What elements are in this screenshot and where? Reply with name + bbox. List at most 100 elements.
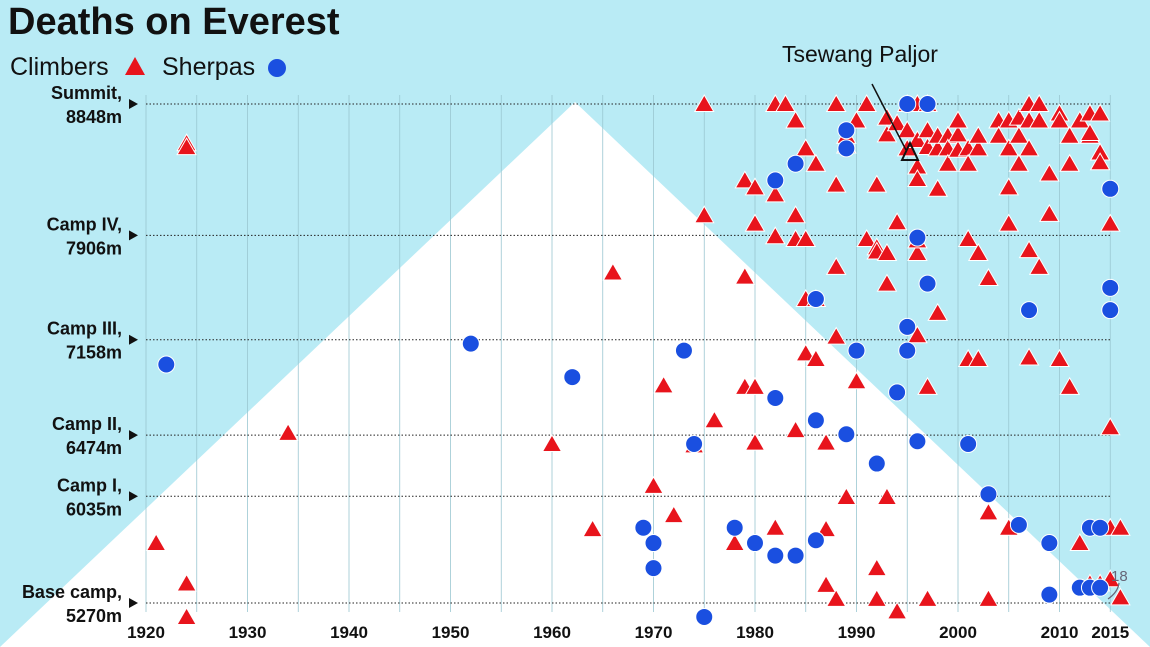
legend-sherpas-circle bbox=[268, 59, 286, 77]
climber-point-55 bbox=[866, 558, 888, 577]
climber-point-123 bbox=[1038, 203, 1060, 222]
altitude-label-height-4: 6035m bbox=[66, 499, 122, 519]
climber-point-6 bbox=[541, 434, 563, 453]
sherpa-point-13 bbox=[766, 171, 785, 190]
climber-point-15 bbox=[704, 410, 725, 429]
sherpa-point-31 bbox=[918, 95, 937, 113]
altitude-arrow-2 bbox=[129, 334, 138, 345]
sherpa-point-3 bbox=[634, 518, 653, 537]
climber-point-39 bbox=[805, 153, 827, 172]
climber-point-40 bbox=[815, 574, 837, 593]
climber-point-126 bbox=[1049, 348, 1070, 367]
climber-point-21 bbox=[744, 376, 766, 395]
altitude-arrow-4 bbox=[129, 491, 138, 502]
climber-point-69 bbox=[896, 120, 918, 139]
x-tick-label-1990: 1990 bbox=[838, 623, 876, 642]
climber-point-45 bbox=[825, 174, 847, 193]
climber-point-128 bbox=[1059, 153, 1081, 172]
sherpa-point-16 bbox=[806, 531, 825, 550]
climber-point-52 bbox=[846, 371, 867, 390]
climber-point-27 bbox=[764, 517, 786, 536]
climber-point-145 bbox=[1110, 587, 1131, 606]
climber-point-20 bbox=[744, 177, 766, 196]
sherpa-point-18 bbox=[806, 289, 825, 308]
climber-point-56 bbox=[866, 588, 888, 607]
climber-point-33 bbox=[795, 228, 817, 248]
climber-point-84 bbox=[927, 302, 949, 321]
climber-point-46 bbox=[825, 588, 847, 607]
altitude-label-name-3: Camp II, bbox=[52, 414, 122, 434]
legend-climbers-label: Climbers bbox=[10, 53, 109, 81]
climber-point-16 bbox=[724, 533, 746, 552]
climber-point-17 bbox=[734, 266, 756, 285]
climber-point-109 bbox=[998, 213, 1020, 232]
altitude-label-height-0: 8848m bbox=[66, 107, 122, 127]
climber-point-7 bbox=[582, 519, 603, 538]
sherpa-point-30 bbox=[918, 274, 937, 293]
sherpa-point-20 bbox=[837, 121, 856, 140]
sherpa-point-24 bbox=[888, 383, 907, 402]
climber-point-11 bbox=[663, 505, 685, 524]
sherpa-point-6 bbox=[674, 341, 693, 360]
climber-point-10 bbox=[653, 375, 675, 394]
x-tick-label-2010: 2010 bbox=[1041, 623, 1079, 642]
altitude-label-name-2: Camp III, bbox=[47, 319, 122, 339]
altitude-label-height-1: 7906m bbox=[66, 238, 122, 258]
climber-point-34 bbox=[795, 138, 817, 157]
climber-point-94 bbox=[957, 153, 979, 172]
climber-point-144 bbox=[1110, 517, 1131, 536]
climber-point-107 bbox=[998, 138, 1020, 157]
climber-point-131 bbox=[1069, 533, 1091, 552]
altitude-arrow-3 bbox=[129, 430, 138, 441]
climber-point-53 bbox=[856, 93, 878, 112]
climber-point-47 bbox=[825, 326, 847, 345]
x-tick-label-2000: 2000 bbox=[939, 623, 977, 642]
climber-point-77 bbox=[907, 325, 928, 344]
climber-point-97 bbox=[967, 138, 989, 157]
climber-point-89 bbox=[937, 153, 959, 172]
altitude-label-height-2: 7158m bbox=[66, 343, 122, 363]
climber-point-116 bbox=[1018, 138, 1040, 157]
sherpa-point-4 bbox=[644, 534, 663, 553]
climber-point-9 bbox=[643, 475, 664, 494]
sherpa-point-45 bbox=[1101, 301, 1120, 320]
x-tick-label-2015: 2015 bbox=[1091, 623, 1129, 642]
climber-point-25 bbox=[764, 184, 786, 203]
climber-point-117 bbox=[1018, 240, 1040, 259]
climber-point-81 bbox=[917, 376, 938, 395]
climber-point-63 bbox=[876, 124, 898, 143]
climber-point-1 bbox=[176, 137, 197, 156]
climber-point-26 bbox=[764, 226, 786, 245]
sherpa-point-8 bbox=[695, 607, 714, 626]
altitude-label-height-3: 6474m bbox=[66, 438, 122, 458]
altitude-arrow-1 bbox=[129, 230, 138, 241]
climber-point-72 bbox=[907, 129, 928, 148]
climber-point-91 bbox=[947, 124, 969, 143]
climber-point-86 bbox=[927, 178, 949, 197]
annotations: Tsewang Paljor 18 bbox=[782, 41, 1128, 600]
climber-point-96 bbox=[957, 228, 979, 248]
sherpa-point-34 bbox=[1009, 515, 1028, 534]
sherpa-point-19 bbox=[837, 425, 856, 444]
sherpa-point-11 bbox=[766, 546, 785, 565]
climber-point-120 bbox=[1028, 110, 1050, 129]
sherpa-point-9 bbox=[725, 518, 744, 537]
altitude-label-name-0: Summit, bbox=[51, 83, 122, 103]
sherpa-point-41 bbox=[1091, 518, 1110, 537]
climber-point-37 bbox=[805, 348, 827, 367]
chart-title: Deaths on Everest bbox=[8, 1, 340, 43]
climber-point-137 bbox=[1089, 152, 1111, 171]
climber-point-121 bbox=[1028, 256, 1050, 275]
climber-point-99 bbox=[967, 242, 989, 261]
climber-point-61 bbox=[876, 273, 898, 292]
climber-point-14 bbox=[693, 205, 715, 224]
legend-climbers-triangle bbox=[125, 57, 145, 75]
sherpa-point-10 bbox=[746, 534, 764, 553]
tsewang-paljor-pointer bbox=[871, 83, 907, 151]
x-tick-label-1920: 1920 bbox=[127, 623, 165, 642]
climber-point-32 bbox=[785, 205, 806, 224]
climber-point-43 bbox=[825, 93, 847, 112]
climber-point-5 bbox=[277, 422, 299, 441]
climber-point-31 bbox=[785, 420, 806, 439]
